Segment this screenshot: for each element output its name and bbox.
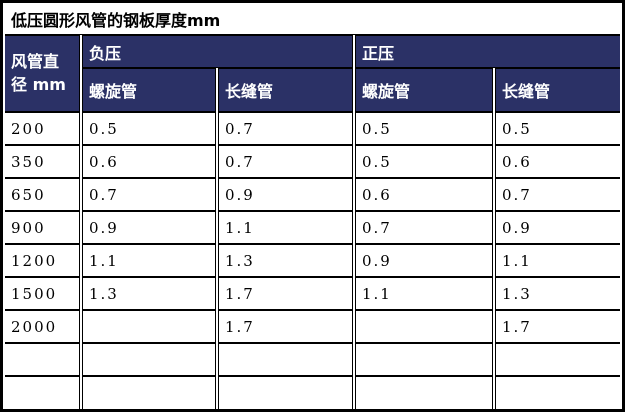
diameter-cell: 1200 <box>5 244 80 277</box>
thickness-cell: 0.9 <box>495 211 621 244</box>
table-row: 350 0.6 0.7 0.5 0.6 <box>5 145 621 178</box>
table-row: 650 0.7 0.9 0.6 0.7 <box>5 178 621 211</box>
thickness-cell: 1.1 <box>82 244 216 277</box>
thickness-cell: 1.7 <box>218 310 353 343</box>
thickness-cell <box>355 343 493 376</box>
diameter-cell: 900 <box>5 211 80 244</box>
thickness-cell: 0.6 <box>82 145 216 178</box>
diameter-cell: 200 <box>5 112 80 145</box>
thickness-cell: 1.1 <box>218 211 353 244</box>
thickness-cell: 0.7 <box>82 178 216 211</box>
header-sub-row: 螺旋管 长缝管 螺旋管 长缝管 <box>5 68 621 112</box>
col-header-positive-pressure: 正压 <box>355 35 621 68</box>
diameter-cell: 1500 <box>5 277 80 310</box>
table-row-empty <box>5 343 621 376</box>
thickness-cell: 0.9 <box>355 244 493 277</box>
thickness-cell: 0.7 <box>218 145 353 178</box>
thickness-cell: 0.9 <box>218 178 353 211</box>
thickness-cell <box>355 310 493 343</box>
table-row: 1200 1.1 1.3 0.9 1.1 <box>5 244 621 277</box>
thickness-cell: 0.6 <box>355 178 493 211</box>
col-header-longitudinal-seam-duct: 长缝管 <box>218 68 353 112</box>
thickness-cell <box>355 376 493 409</box>
thickness-cell: 0.5 <box>355 112 493 145</box>
thickness-cell: 0.6 <box>495 145 621 178</box>
thickness-cell <box>218 376 353 409</box>
col-header-spiral-duct: 螺旋管 <box>355 68 493 112</box>
thickness-cell: 0.5 <box>355 145 493 178</box>
table-row: 900 0.9 1.1 0.7 0.9 <box>5 211 621 244</box>
table-row: 2000 1.7 1.7 <box>5 310 621 343</box>
thickness-cell: 0.5 <box>82 112 216 145</box>
thickness-cell <box>82 376 216 409</box>
diameter-cell: 650 <box>5 178 80 211</box>
header-group-row: 风管直 径 mm 负压 正压 <box>5 35 621 112</box>
thickness-cell <box>82 310 216 343</box>
table-row: 1500 1.3 1.7 1.1 1.3 <box>5 277 621 310</box>
thickness-cell: 1.7 <box>495 310 621 343</box>
thickness-cell: 1.3 <box>218 244 353 277</box>
table-row: 200 0.5 0.7 0.5 0.5 <box>5 112 621 145</box>
thickness-cell <box>218 343 353 376</box>
thickness-cell: 1.3 <box>82 277 216 310</box>
table-title-row: 低压圆形风管的钢板厚度mm <box>5 3 621 35</box>
col-header-spiral-duct: 螺旋管 <box>82 68 216 112</box>
col-header-longitudinal-seam-duct: 长缝管 <box>495 68 621 112</box>
table-title: 低压圆形风管的钢板厚度mm <box>5 3 621 35</box>
thickness-cell: 0.9 <box>82 211 216 244</box>
thickness-cell: 0.7 <box>355 211 493 244</box>
thickness-cell: 1.1 <box>355 277 493 310</box>
thickness-cell: 0.5 <box>495 112 621 145</box>
thickness-cell <box>82 343 216 376</box>
thickness-cell: 1.7 <box>218 277 353 310</box>
thickness-cell: 1.1 <box>495 244 621 277</box>
thickness-cell <box>495 343 621 376</box>
diameter-cell: 2000 <box>5 310 80 343</box>
col-header-duct-diameter: 风管直 径 mm <box>5 35 80 112</box>
diameter-cell <box>5 376 80 409</box>
col-header-negative-pressure: 负压 <box>82 35 353 68</box>
diameter-cell: 350 <box>5 145 80 178</box>
thickness-cell: 1.3 <box>495 277 621 310</box>
thickness-cell <box>495 376 621 409</box>
thickness-cell: 0.7 <box>495 178 621 211</box>
table-row-empty <box>5 376 621 409</box>
diameter-cell <box>5 343 80 376</box>
thickness-cell: 0.7 <box>218 112 353 145</box>
